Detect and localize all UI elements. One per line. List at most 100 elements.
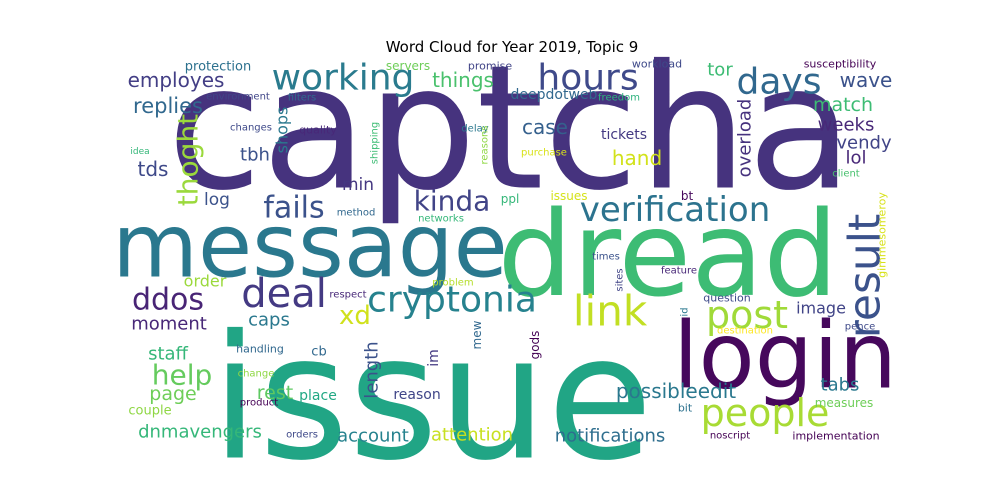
- word: couple: [128, 404, 171, 419]
- word: rest: [257, 382, 293, 404]
- word: sites: [615, 268, 626, 291]
- word: pence: [845, 322, 876, 333]
- word: overload: [735, 99, 756, 178]
- word: replies: [133, 94, 203, 118]
- word: message: [112, 195, 507, 298]
- word: method: [337, 208, 376, 219]
- word: ddos: [132, 283, 204, 318]
- word: thoght: [172, 114, 205, 206]
- word: working: [272, 58, 415, 99]
- word: product: [240, 398, 279, 409]
- word: orders: [286, 430, 318, 441]
- word: staff: [148, 344, 188, 365]
- word: captcha: [167, 28, 853, 229]
- word: reason: [393, 387, 440, 403]
- word: dnmavengers: [138, 422, 262, 443]
- word: times: [592, 252, 620, 263]
- word: cryptonia: [367, 280, 537, 321]
- word: bt: [681, 189, 694, 203]
- word: case: [522, 115, 568, 139]
- word: notifications: [555, 426, 666, 447]
- word: place: [299, 388, 337, 404]
- word: environment: [206, 92, 270, 103]
- word: result: [840, 214, 891, 338]
- word: account: [337, 426, 409, 447]
- word: handling: [236, 343, 284, 356]
- word: question: [703, 292, 751, 305]
- word: employes: [128, 68, 225, 92]
- word: feature: [661, 266, 697, 277]
- word: cb: [311, 345, 326, 360]
- word: tbh: [240, 145, 270, 166]
- word: lol: [845, 148, 866, 169]
- word: min: [342, 175, 374, 195]
- word: bit: [678, 402, 693, 415]
- word: noscript: [710, 431, 750, 442]
- word: order: [184, 272, 227, 291]
- word: caps: [248, 310, 290, 331]
- word: implementation: [792, 430, 879, 443]
- word: issue: [211, 298, 653, 499]
- word: match: [813, 94, 873, 116]
- word: help: [152, 359, 213, 392]
- word: quality: [299, 124, 337, 137]
- word: mew: [470, 320, 484, 349]
- word: tds: [138, 157, 169, 181]
- word: measures: [815, 396, 874, 410]
- word: shipping: [370, 122, 381, 165]
- word: change: [238, 369, 275, 380]
- word: deepdotweb: [511, 87, 598, 103]
- word: destination: [717, 326, 773, 337]
- word: tor: [707, 60, 733, 81]
- word: id: [680, 307, 691, 316]
- word: client: [832, 169, 860, 180]
- word: days: [737, 62, 822, 103]
- word: tickets: [601, 127, 647, 143]
- word: dread: [498, 185, 839, 323]
- word: problem: [432, 278, 473, 289]
- word: length: [362, 341, 383, 398]
- word: im: [426, 349, 442, 367]
- word: gods: [528, 331, 542, 360]
- word: vendy: [836, 133, 892, 154]
- word: image: [796, 299, 846, 318]
- word: promise: [468, 60, 512, 73]
- word: post: [706, 293, 788, 337]
- word: page: [149, 383, 196, 405]
- word: ppl: [501, 192, 520, 206]
- word: susceptibility: [804, 58, 877, 71]
- word: people: [701, 391, 830, 435]
- word: attention: [431, 425, 513, 446]
- word: delay: [461, 124, 488, 135]
- word: freedom: [598, 93, 640, 104]
- chart-title: Word Cloud for Year 2019, Topic 9: [386, 38, 639, 56]
- word: fails: [263, 191, 324, 226]
- word: things: [432, 68, 494, 92]
- word: verification: [580, 190, 771, 230]
- word: moment: [131, 314, 207, 335]
- word: shops: [273, 107, 292, 154]
- word: tabs: [821, 375, 860, 396]
- word: filters: [288, 93, 316, 104]
- word: hand: [612, 146, 662, 170]
- word: issues: [550, 189, 587, 203]
- word: deal: [241, 271, 327, 317]
- word: xd: [339, 301, 371, 331]
- word: possibleedit: [616, 379, 736, 403]
- word: link: [573, 287, 648, 336]
- word: login: [673, 303, 897, 410]
- word: kinda: [414, 185, 491, 218]
- word: gimmesomeroy: [876, 192, 889, 278]
- word: changes: [230, 123, 272, 134]
- word: protection: [185, 60, 251, 75]
- word: idea: [130, 147, 149, 157]
- word: weeks: [818, 115, 875, 136]
- word: respect: [329, 290, 366, 301]
- word: reasons: [480, 125, 491, 164]
- word: networks: [418, 214, 464, 225]
- word: workload: [632, 58, 682, 71]
- word: log: [204, 190, 230, 210]
